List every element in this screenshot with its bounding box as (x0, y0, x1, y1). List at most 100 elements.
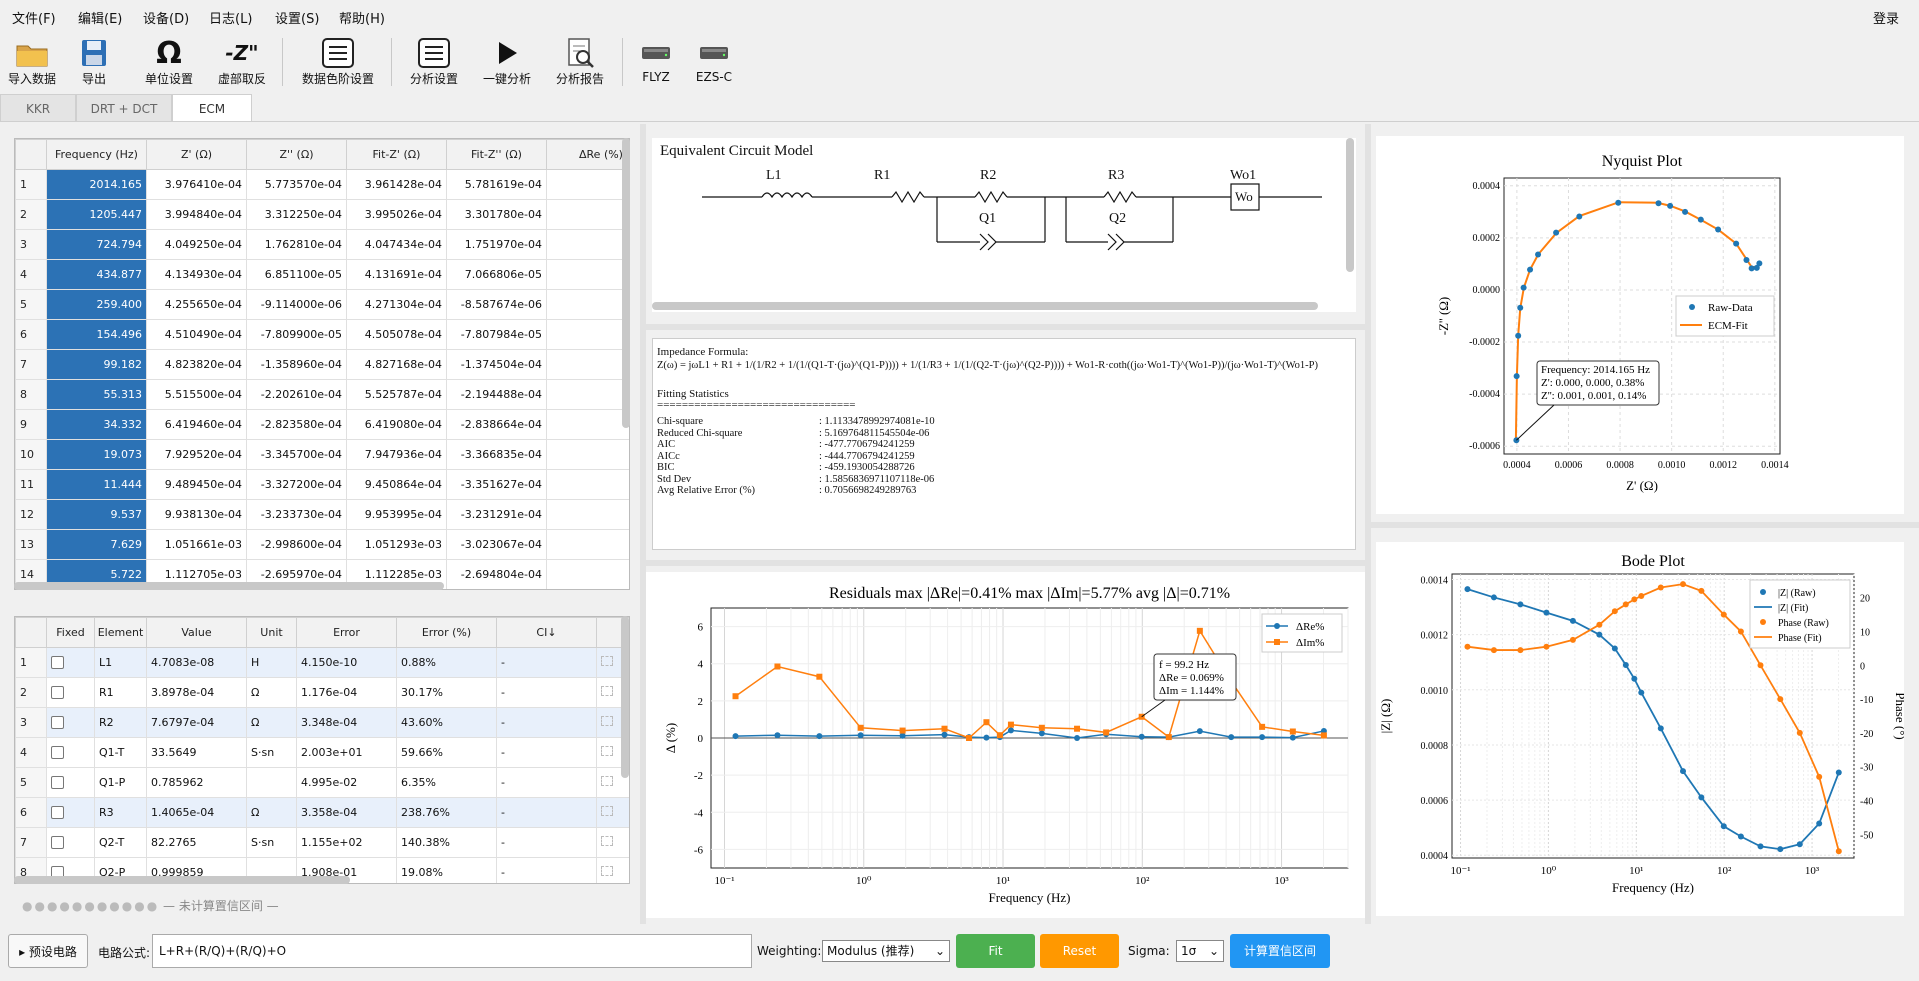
param-cell[interactable]: 4.150e-10 (296, 647, 397, 678)
table-cell[interactable]: 7.929520e-04 (146, 439, 247, 470)
param-cell[interactable]: S·sn (246, 737, 297, 768)
param-cell[interactable]: - (496, 677, 597, 708)
menu-device[interactable]: 设备(D) (143, 12, 190, 27)
data-point[interactable] (816, 673, 823, 680)
data-point[interactable] (983, 719, 990, 726)
table-cell[interactable]: 3.312250e-04 (246, 199, 347, 230)
data-point[interactable] (1753, 264, 1760, 271)
data-point[interactable] (1464, 586, 1471, 593)
param-row[interactable]: 1 L1 4.7083e-08 H 4.150e-10 0.88% - (15, 647, 629, 678)
fixed-checkbox[interactable] (51, 716, 64, 730)
table-cell[interactable]: 1.751970e-04 (446, 229, 547, 260)
table-cell[interactable]: 0 (546, 439, 629, 470)
data-point[interactable] (774, 732, 781, 739)
data-point[interactable] (732, 733, 739, 740)
param-cell[interactable]: 2.003e+01 (296, 737, 397, 768)
data-point[interactable] (899, 727, 906, 734)
ci-toggle-cell[interactable] (596, 857, 629, 883)
data-point[interactable] (941, 725, 948, 732)
data-point[interactable] (1074, 735, 1081, 741)
param-cell[interactable]: 19.08% (396, 857, 497, 883)
data-point[interactable] (1007, 727, 1014, 734)
fixed-cell[interactable] (46, 767, 95, 798)
param-cell[interactable]: 140.38% (396, 827, 497, 858)
param-cell[interactable]: 1.4065e-04 (146, 797, 247, 828)
table-cell[interactable]: 4.823820e-04 (146, 349, 247, 380)
param-cell[interactable]: 3.358e-04 (296, 797, 397, 828)
column-header[interactable]: CI↓ (496, 617, 597, 648)
param-cell[interactable]: 1.176e-04 (296, 677, 397, 708)
table-cell[interactable]: 0 (546, 469, 629, 500)
param-row[interactable]: 5 Q1-P 0.785962 4.995e-02 6.35% - (15, 767, 629, 798)
menu-file[interactable]: 文件(F) (12, 12, 56, 27)
table-row[interactable]: 8 55.313 5.515500e-04 -2.202610e-04 5.525787… (15, 379, 629, 410)
column-header[interactable]: Error (296, 617, 397, 648)
table-row[interactable]: 13 7.629 1.051661e-03 -2.998600e-04 1.051293… (15, 529, 629, 560)
login-link[interactable]: 登录 (1872, 12, 1899, 27)
table-cell[interactable]: 4.510490e-04 (146, 319, 247, 350)
table-cell[interactable]: 3.994840e-04 (146, 199, 247, 230)
one-click-analysis-button[interactable]: 一键分析 (479, 36, 535, 87)
data-point[interactable] (1527, 266, 1534, 273)
table-cell[interactable]: -2.838664e-04 (446, 409, 547, 440)
table-cell[interactable]: -3.345700e-04 (246, 439, 347, 470)
splitter[interactable] (1365, 124, 1371, 924)
table-row[interactable]: 2 1205.447 3.994840e-04 3.312250e-04 3.99502… (15, 199, 629, 230)
param-cell[interactable]: 0.785962 (146, 767, 247, 798)
param-cell[interactable]: 3.8978e-04 (146, 677, 247, 708)
table-cell[interactable]: 9.450864e-04 (346, 469, 447, 500)
table-cell[interactable]: 724.794 (46, 229, 147, 260)
data-point[interactable] (1756, 260, 1763, 267)
data-point[interactable] (1715, 226, 1722, 233)
param-row[interactable]: 3 R2 7.6797e-04 Ω 3.348e-04 43.60% - (15, 707, 629, 738)
compute-ci-button[interactable]: 计算置信区间 (1230, 934, 1330, 968)
data-point[interactable] (1513, 373, 1520, 380)
preset-circuit-button[interactable]: ▸ 预设电路 (8, 934, 88, 968)
table-cell[interactable]: -3.023067e-04 (446, 529, 547, 560)
param-cell[interactable]: 30.17% (396, 677, 497, 708)
param-cell[interactable]: - (496, 767, 597, 798)
data-point[interactable] (1553, 229, 1560, 236)
param-cell[interactable]: - (496, 647, 597, 678)
weighting-select[interactable]: Modulus (推荐) ⌄ (822, 940, 950, 962)
table-cell[interactable]: -7.807984e-05 (446, 319, 547, 350)
fixed-cell[interactable] (46, 827, 95, 858)
parameter-table[interactable]: Fixed Element Value Unit Error Error (%) CI↓ 1… (14, 616, 630, 884)
data-point[interactable] (1517, 304, 1524, 311)
param-cell[interactable]: 59.66% (396, 737, 497, 768)
param-cell[interactable]: L1 (94, 647, 147, 678)
data-point[interactable] (1682, 208, 1689, 215)
unit-settings-button[interactable]: Ω 单位设置 (141, 36, 197, 87)
table-cell[interactable]: 154.496 (46, 319, 147, 350)
flyz-device-button[interactable]: FLYZ (636, 36, 676, 84)
table-cell[interactable]: 4.827168e-04 (346, 349, 447, 380)
data-point[interactable] (1259, 723, 1266, 730)
table-cell[interactable]: 0 (546, 169, 629, 200)
table-cell[interactable]: 0 (546, 499, 629, 530)
column-header[interactable]: Element (94, 617, 147, 648)
fixed-cell[interactable] (46, 797, 95, 828)
table-cell[interactable]: 11.444 (46, 469, 147, 500)
table-row[interactable]: 7 99.182 4.823820e-04 -1.358960e-04 4.827168… (15, 349, 629, 380)
data-point[interactable] (1138, 733, 1145, 740)
table-cell[interactable]: 55.313 (46, 379, 147, 410)
table-cell[interactable]: 4.505078e-04 (346, 319, 447, 350)
column-header[interactable]: ΔRe (%) (546, 139, 629, 170)
column-header[interactable]: Z' (Ω) (146, 139, 247, 170)
column-header[interactable]: Fixed (46, 617, 95, 648)
ci-toggle-cell[interactable] (596, 797, 629, 828)
table-cell[interactable]: 34.332 (46, 409, 147, 440)
param-cell[interactable]: 6.35% (396, 767, 497, 798)
data-point[interactable] (966, 735, 973, 741)
circuit-hscroll[interactable] (652, 302, 1318, 310)
table-cell[interactable]: 19.073 (46, 439, 147, 470)
table-row[interactable]: 4 434.877 4.134930e-04 6.851100e-05 4.131691… (15, 259, 629, 290)
table-cell[interactable]: 4.271304e-04 (346, 289, 447, 320)
table-cell[interactable]: 0 (546, 289, 629, 320)
table-cell[interactable]: 0 (546, 349, 629, 380)
table-cell[interactable]: 5.781619e-04 (446, 169, 547, 200)
data-table-hscroll[interactable] (14, 582, 444, 590)
param-row[interactable]: 6 R3 1.4065e-04 Ω 3.358e-04 238.76% - (15, 797, 629, 828)
param-cell[interactable]: Ω (246, 707, 297, 738)
table-cell[interactable]: 4.255650e-04 (146, 289, 247, 320)
